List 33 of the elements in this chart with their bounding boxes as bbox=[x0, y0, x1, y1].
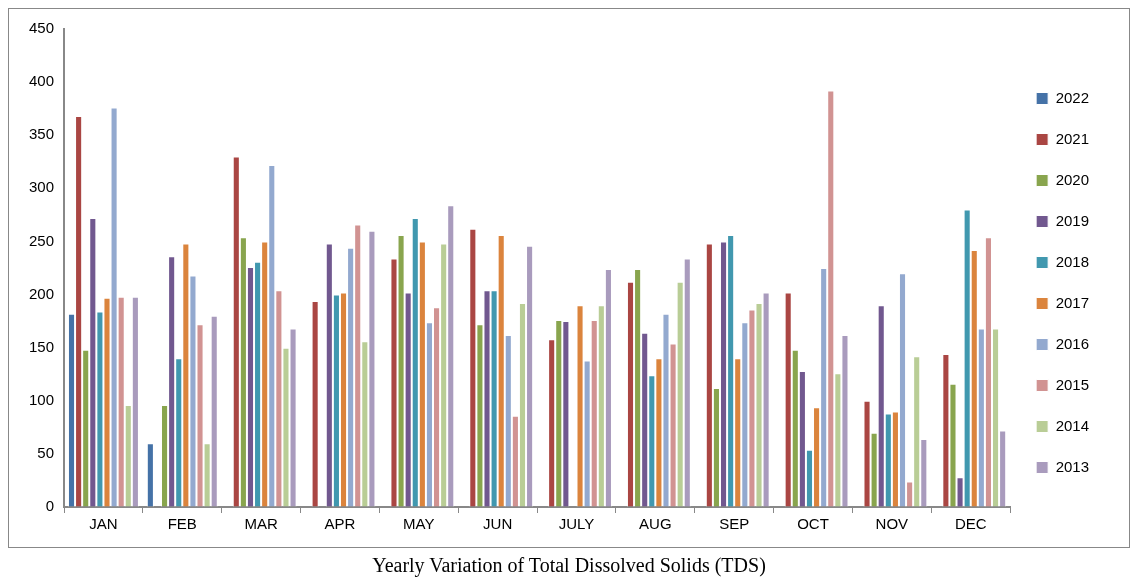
legend-label: 2015 bbox=[1055, 375, 1090, 393]
x-tick-label: DEC bbox=[954, 515, 987, 533]
x-tick-label: AUG bbox=[639, 515, 672, 533]
x-tick-label: JUN bbox=[483, 515, 513, 533]
x-tick-label: FEB bbox=[167, 515, 197, 533]
text: Yearly Variation of Total Dissolved Solids (TDS) bbox=[371, 554, 767, 577]
y-tick-label: 50 bbox=[37, 444, 55, 462]
x-tick-label: MAR bbox=[244, 515, 278, 533]
legend-label: 2013 bbox=[1055, 457, 1090, 475]
y-tick-label: 250 bbox=[29, 231, 55, 249]
x-tick-label: MAY bbox=[403, 515, 435, 533]
y-tick-label: 400 bbox=[29, 72, 55, 90]
y-tick-label: 350 bbox=[29, 125, 55, 143]
x-tick-label: OCT bbox=[797, 515, 829, 533]
x-tick-label: JULY bbox=[558, 515, 595, 533]
legend-label: 2018 bbox=[1055, 252, 1090, 270]
x-tick-label: SEP bbox=[719, 515, 750, 533]
legend-label: 2014 bbox=[1055, 416, 1090, 434]
legend-label: 2022 bbox=[1055, 88, 1090, 106]
y-tick-label: 300 bbox=[29, 178, 55, 196]
y-tick-label: 200 bbox=[29, 284, 55, 302]
legend-label: 2016 bbox=[1055, 334, 1090, 352]
y-tick-label: 150 bbox=[29, 337, 55, 355]
y-tick-label: 450 bbox=[29, 19, 55, 37]
y-tick-label: 100 bbox=[29, 390, 55, 408]
x-tick-label: NOV bbox=[875, 515, 909, 533]
x-tick-label: APR bbox=[324, 515, 356, 533]
x-tick-label: JAN bbox=[89, 515, 118, 533]
legend-label: 2017 bbox=[1055, 293, 1090, 311]
y-tick-label: 0 bbox=[45, 497, 55, 515]
legend-label: 2020 bbox=[1055, 170, 1090, 188]
legend-label: 2021 bbox=[1055, 129, 1090, 147]
legend-label: 2019 bbox=[1055, 211, 1090, 229]
